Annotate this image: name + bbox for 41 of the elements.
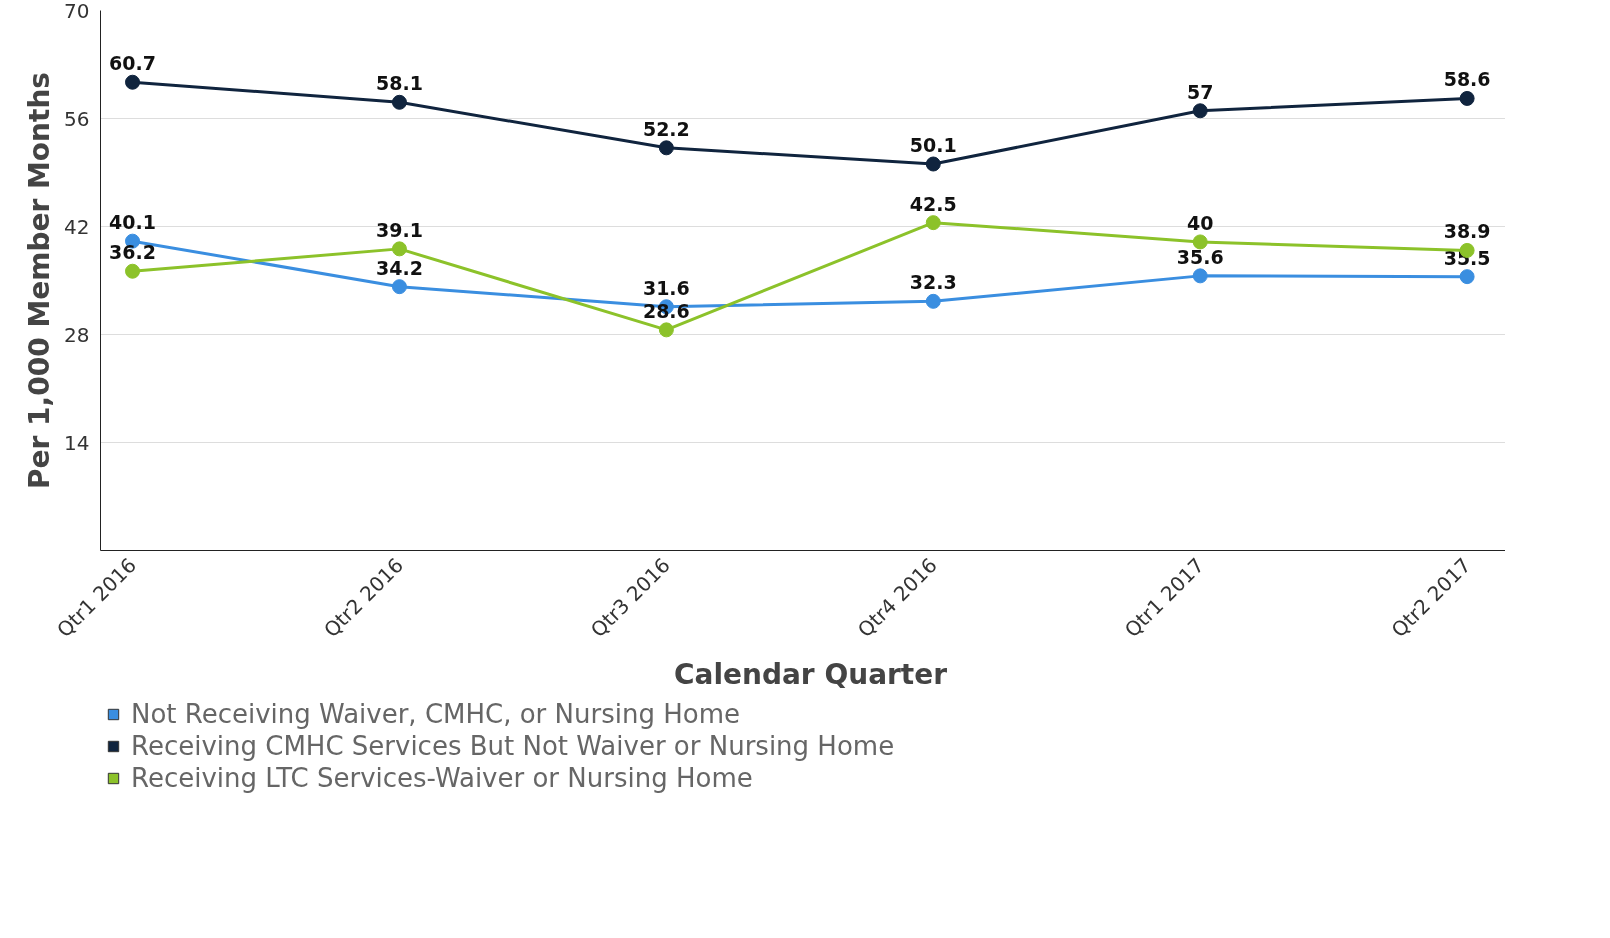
point <box>391 279 407 295</box>
data-label: 32.3 <box>909 271 957 294</box>
legend-label: Receiving CMHC Services But Not Waiver or Nursing Home <box>131 731 895 761</box>
point <box>925 156 941 172</box>
y-tick-label: 56 <box>64 106 90 131</box>
legend-label: Receiving LTC Services-Waiver or Nursing Home <box>131 763 753 793</box>
y-tick-label: 28 <box>64 322 90 347</box>
x-axis-title: Calendar Quarter <box>673 658 948 692</box>
data-label: 40 <box>1186 211 1214 234</box>
data-label: 50.1 <box>909 134 957 157</box>
y-axis-title: Per 1,000 Member Months <box>23 71 57 490</box>
y-tick-label: 14 <box>64 430 90 455</box>
point <box>391 94 407 110</box>
data-label: 38.9 <box>1443 220 1491 243</box>
data-label: 40.1 <box>109 211 156 234</box>
data-label: 57 <box>1186 80 1214 103</box>
legend-label: Not Receiving Waiver, CMHC, or Nursing Home <box>131 699 740 729</box>
point <box>925 215 941 231</box>
point <box>125 74 141 90</box>
point <box>1192 234 1208 250</box>
data-label: 36.2 <box>109 241 156 264</box>
data-label: 52.2 <box>642 117 690 140</box>
point <box>1192 268 1208 284</box>
data-label: 58.6 <box>1443 68 1491 91</box>
data-label: 34.2 <box>376 256 423 279</box>
point <box>1459 90 1475 106</box>
y-tick-label: 70 <box>64 0 90 23</box>
point <box>391 241 407 257</box>
data-label: 60.7 <box>109 52 156 75</box>
point <box>658 140 674 156</box>
point <box>1192 103 1208 119</box>
data-label: 31.6 <box>642 276 690 299</box>
point <box>125 263 141 279</box>
y-tick-label: 42 <box>64 214 90 239</box>
point <box>1459 269 1475 285</box>
point <box>658 322 674 338</box>
point <box>925 293 941 309</box>
data-label: 42.5 <box>909 192 957 215</box>
data-label: 58.1 <box>376 72 423 95</box>
data-label: 35.6 <box>1176 245 1224 268</box>
data-label: 39.1 <box>376 218 423 241</box>
